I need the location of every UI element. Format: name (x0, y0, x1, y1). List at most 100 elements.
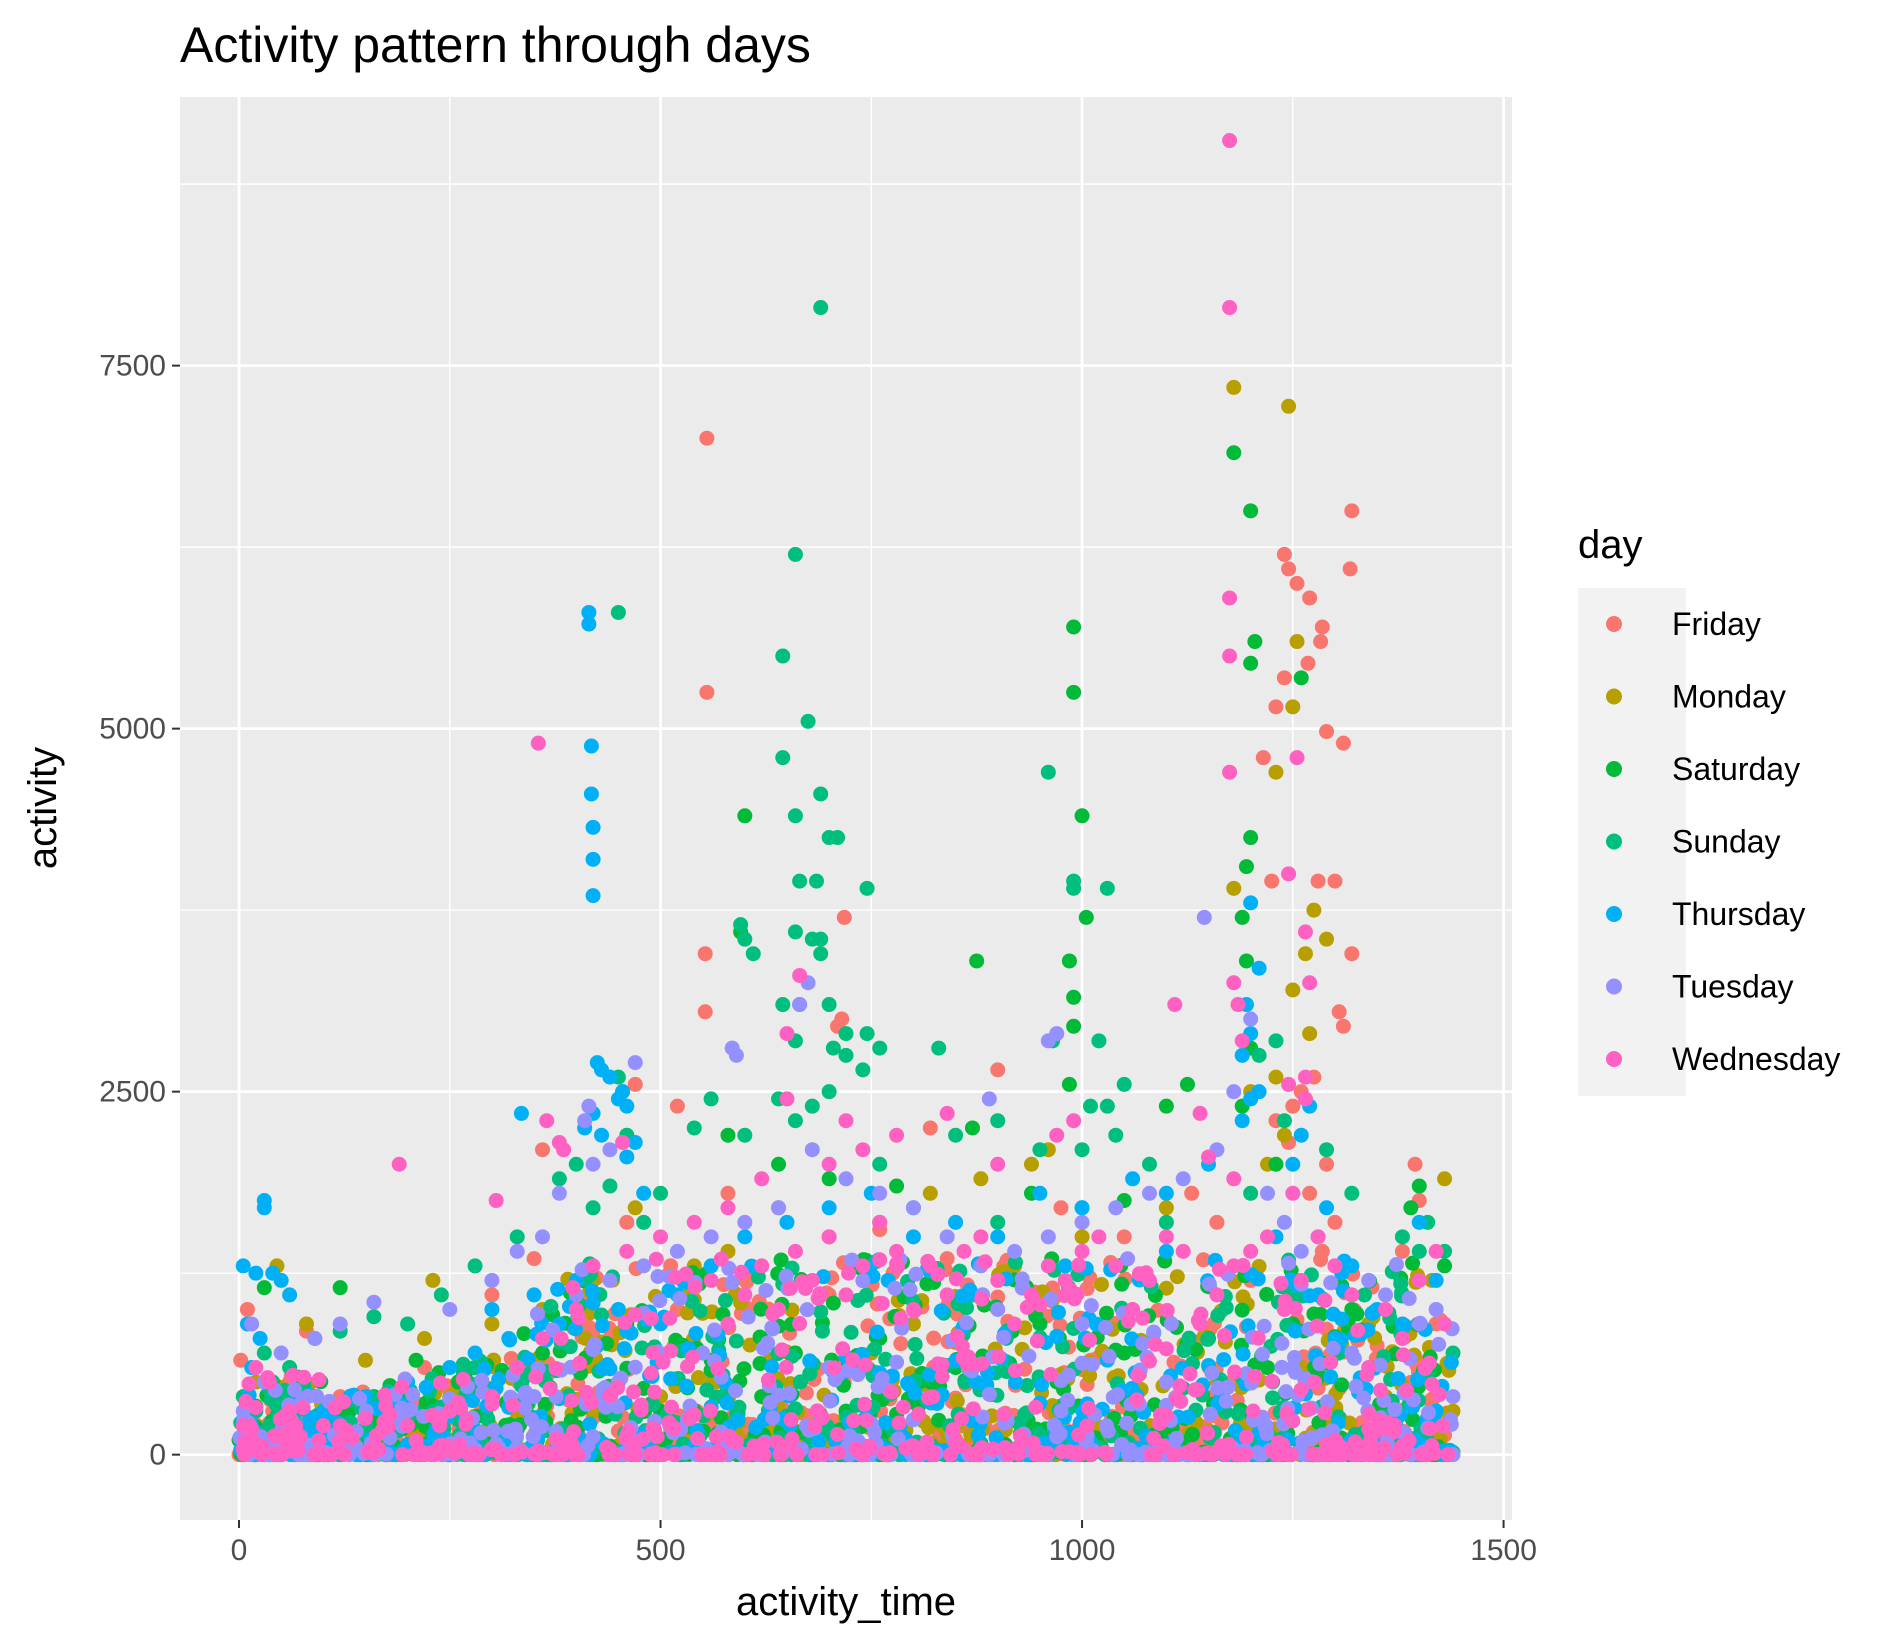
data-point (653, 1229, 669, 1245)
data-point (737, 1287, 753, 1303)
data-point (530, 735, 546, 751)
data-point (1356, 1390, 1372, 1406)
data-point (1394, 1330, 1410, 1346)
data-point (1378, 1301, 1394, 1317)
data-point (1399, 1382, 1415, 1398)
data-point (1363, 1429, 1379, 1445)
data-point (1195, 1252, 1211, 1268)
data-point (1319, 724, 1335, 740)
data-point (1226, 880, 1242, 896)
data-point (1011, 1439, 1027, 1455)
data-point (1276, 1214, 1292, 1230)
data-point (1098, 1305, 1114, 1321)
data-point (382, 1407, 398, 1423)
data-point (778, 1359, 794, 1375)
data-point (1028, 1446, 1044, 1462)
data-point (1230, 1406, 1246, 1422)
legend-label: Thursday (1672, 896, 1805, 932)
data-point (650, 1268, 666, 1284)
data-point (619, 1214, 635, 1230)
data-point (1125, 1301, 1141, 1317)
data-point (1190, 1382, 1206, 1398)
data-point (1243, 895, 1259, 911)
data-point (418, 1379, 434, 1395)
data-point (1281, 398, 1297, 414)
data-point (1234, 1047, 1250, 1063)
data-point (1361, 1272, 1377, 1288)
data-point (1281, 1076, 1297, 1092)
data-point (1222, 648, 1238, 664)
data-point (1260, 1229, 1276, 1245)
data-point (1192, 1316, 1208, 1332)
data-point (1204, 1365, 1220, 1381)
data-point (1163, 1316, 1179, 1332)
legend-item-friday: Friday (1606, 606, 1761, 642)
data-point (584, 1283, 600, 1299)
data-point (922, 1185, 938, 1201)
data-point (1268, 1033, 1284, 1049)
data-point (1211, 1261, 1227, 1277)
data-point (307, 1330, 323, 1346)
data-point (1141, 1156, 1157, 1172)
data-point (728, 1383, 744, 1399)
data-point (1217, 1447, 1233, 1463)
data-point (1285, 1360, 1301, 1376)
data-point (1279, 1405, 1295, 1421)
x-tick-label: 1000 (1049, 1534, 1116, 1567)
data-point (1344, 1185, 1360, 1201)
data-point (1350, 1323, 1366, 1339)
data-point (867, 1341, 883, 1357)
data-point (282, 1287, 298, 1303)
data-point (405, 1387, 421, 1403)
data-point (516, 1326, 532, 1342)
data-point (1335, 1447, 1351, 1463)
data-point (357, 1410, 373, 1426)
data-point (1281, 561, 1297, 577)
data-point (455, 1371, 471, 1387)
data-point (737, 1214, 753, 1230)
data-point (1437, 1258, 1453, 1274)
data-point (1192, 1105, 1208, 1121)
data-point (1216, 1352, 1232, 1368)
y-tick-label: 2500 (99, 1076, 166, 1109)
legend-item-tuesday: Tuesday (1606, 969, 1794, 1005)
data-point (1437, 1171, 1453, 1187)
data-point (486, 1422, 502, 1438)
data-point (1172, 1378, 1188, 1394)
data-point (1135, 1336, 1151, 1352)
data-point (1362, 1406, 1378, 1422)
data-point (838, 1113, 854, 1129)
data-point (442, 1403, 458, 1419)
data-point (1066, 1291, 1082, 1307)
legend-label: Tuesday (1672, 969, 1794, 1005)
data-point (602, 1142, 618, 1158)
data-point (1158, 1229, 1174, 1245)
data-point (843, 1324, 859, 1340)
data-point (1268, 764, 1284, 780)
data-point (1276, 1113, 1292, 1129)
data-point (907, 1336, 923, 1352)
data-point (391, 1156, 407, 1172)
data-point (1317, 1405, 1333, 1421)
data-point (1125, 1171, 1141, 1187)
data-point (285, 1367, 301, 1383)
data-point (256, 1280, 272, 1296)
data-point (799, 1302, 815, 1318)
data-point (779, 1091, 795, 1107)
data-point (782, 1385, 798, 1401)
data-point (760, 1372, 776, 1388)
data-point (680, 1358, 696, 1374)
data-point (1411, 1243, 1427, 1259)
data-point (568, 1301, 584, 1317)
data-point (344, 1430, 360, 1446)
data-point (925, 1389, 941, 1405)
data-point (594, 1318, 610, 1334)
data-point (594, 1127, 610, 1143)
data-point (764, 1359, 780, 1375)
data-point (845, 1352, 861, 1368)
data-point (792, 873, 808, 889)
data-point (360, 1444, 376, 1460)
data-point (1243, 1243, 1259, 1259)
data-point (1254, 1346, 1270, 1362)
data-point (905, 1316, 921, 1332)
